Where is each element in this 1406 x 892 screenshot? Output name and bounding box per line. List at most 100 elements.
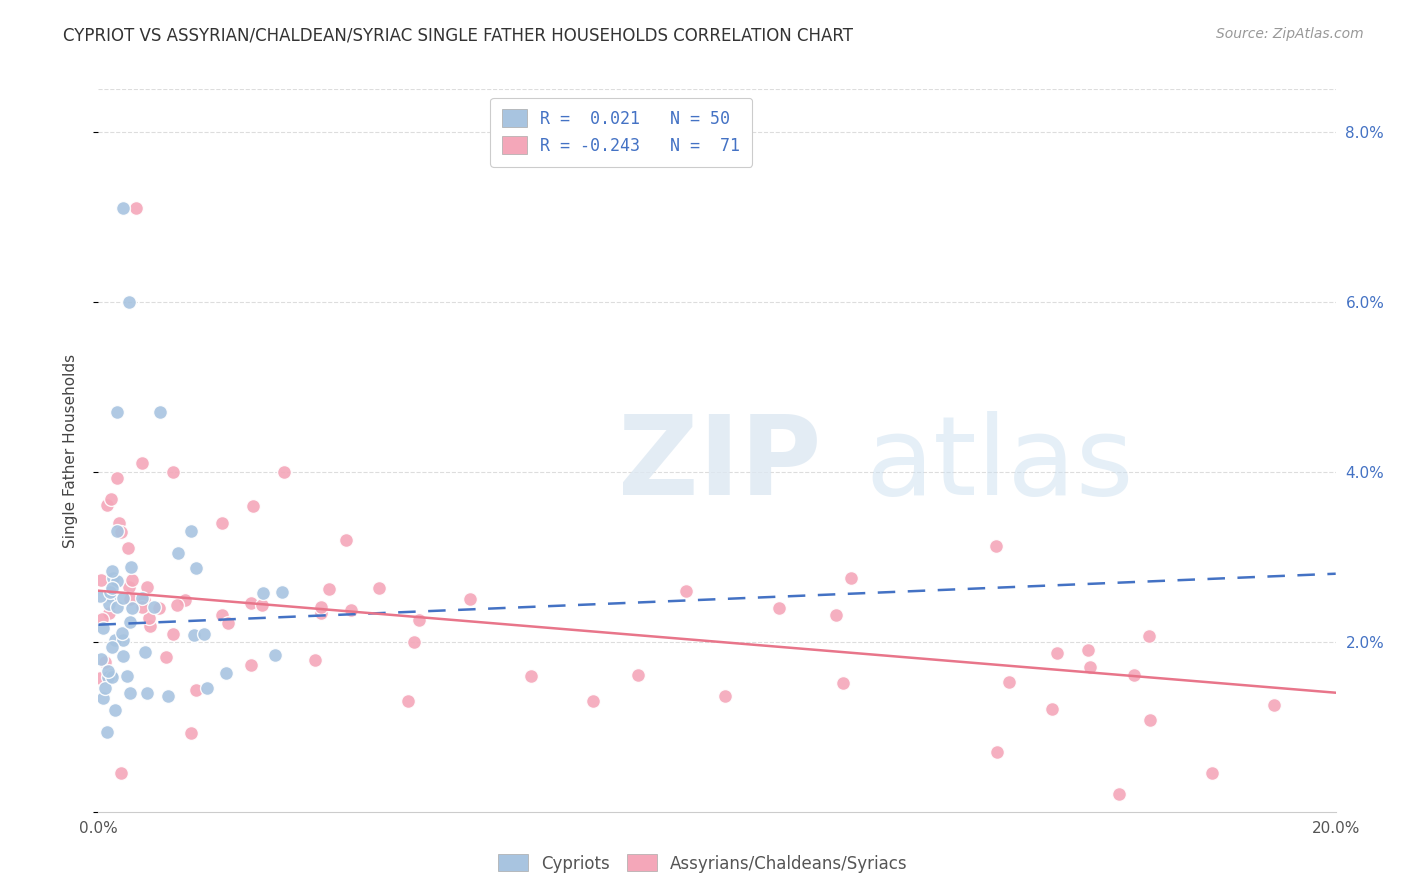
Point bbox=[1040, 702, 1063, 716]
Point bbox=[1078, 660, 1101, 674]
Point bbox=[166, 599, 188, 613]
Point bbox=[105, 405, 128, 419]
Point bbox=[839, 570, 862, 584]
Point bbox=[193, 627, 215, 641]
Point bbox=[186, 560, 208, 574]
Point bbox=[93, 621, 115, 635]
Point bbox=[115, 668, 138, 682]
Point bbox=[120, 560, 142, 574]
Point bbox=[131, 600, 153, 615]
Point bbox=[1108, 787, 1130, 801]
Point bbox=[97, 664, 120, 678]
Point bbox=[180, 726, 202, 740]
Point bbox=[111, 626, 134, 640]
Point bbox=[136, 580, 159, 594]
Point bbox=[105, 600, 128, 615]
Point bbox=[408, 613, 430, 627]
Point bbox=[105, 524, 128, 539]
Text: atlas: atlas bbox=[866, 411, 1135, 518]
Point bbox=[104, 703, 127, 717]
Y-axis label: Single Father Households: Single Father Households bbox=[63, 353, 77, 548]
Point bbox=[100, 667, 122, 681]
Point bbox=[96, 725, 118, 739]
Point bbox=[340, 603, 363, 617]
Point bbox=[149, 405, 172, 419]
Point bbox=[117, 541, 139, 555]
Point bbox=[97, 597, 120, 611]
Point bbox=[101, 670, 124, 684]
Point bbox=[239, 657, 262, 672]
Point bbox=[1137, 629, 1160, 643]
Point bbox=[110, 524, 132, 539]
Point bbox=[89, 589, 111, 603]
Point bbox=[167, 546, 190, 560]
Point bbox=[142, 600, 165, 615]
Point bbox=[1201, 765, 1223, 780]
Point bbox=[94, 655, 117, 669]
Point bbox=[120, 615, 142, 629]
Point bbox=[242, 499, 264, 513]
Point bbox=[112, 648, 135, 663]
Point bbox=[155, 649, 177, 664]
Point bbox=[118, 294, 141, 309]
Point bbox=[264, 648, 287, 662]
Legend: R =  0.021   N = 50, R = -0.243   N =  71: R = 0.021 N = 50, R = -0.243 N = 71 bbox=[491, 97, 752, 167]
Point bbox=[112, 632, 135, 647]
Point bbox=[367, 581, 389, 595]
Point bbox=[101, 582, 124, 596]
Point bbox=[148, 601, 170, 615]
Point bbox=[108, 516, 131, 530]
Point bbox=[675, 583, 697, 598]
Point bbox=[91, 691, 114, 706]
Point bbox=[215, 665, 238, 680]
Point bbox=[110, 766, 132, 780]
Point bbox=[138, 611, 160, 625]
Point bbox=[211, 608, 233, 623]
Point bbox=[252, 598, 274, 612]
Point bbox=[1122, 668, 1144, 682]
Point bbox=[184, 682, 207, 697]
Point bbox=[100, 492, 122, 507]
Point bbox=[139, 619, 162, 633]
Point bbox=[98, 606, 121, 620]
Text: CYPRIOT VS ASSYRIAN/CHALDEAN/SYRIAC SINGLE FATHER HOUSEHOLDS CORRELATION CHART: CYPRIOT VS ASSYRIAN/CHALDEAN/SYRIAC SING… bbox=[63, 27, 853, 45]
Point bbox=[318, 582, 340, 596]
Point bbox=[180, 524, 202, 539]
Point bbox=[105, 574, 128, 589]
Point bbox=[89, 671, 111, 685]
Point bbox=[96, 498, 118, 512]
Point bbox=[832, 676, 855, 690]
Point bbox=[273, 465, 295, 479]
Point bbox=[118, 591, 141, 606]
Point bbox=[136, 686, 159, 700]
Point bbox=[270, 584, 292, 599]
Point bbox=[183, 628, 205, 642]
Point bbox=[112, 201, 135, 215]
Point bbox=[124, 201, 146, 215]
Point bbox=[195, 681, 218, 695]
Point bbox=[131, 591, 153, 605]
Point bbox=[252, 586, 274, 600]
Point bbox=[335, 533, 357, 547]
Point bbox=[97, 670, 120, 684]
Point bbox=[173, 592, 195, 607]
Legend: Cypriots, Assyrians/Chaldeans/Syriacs: Cypriots, Assyrians/Chaldeans/Syriacs bbox=[492, 847, 914, 880]
Point bbox=[112, 591, 135, 605]
Point bbox=[1139, 714, 1161, 728]
Point bbox=[458, 592, 481, 607]
Point bbox=[714, 689, 737, 703]
Point bbox=[404, 635, 426, 649]
Point bbox=[104, 633, 127, 648]
Point bbox=[94, 681, 117, 696]
Point bbox=[162, 627, 184, 641]
Point bbox=[101, 571, 124, 585]
Point bbox=[90, 573, 112, 587]
Point bbox=[309, 606, 332, 620]
Point bbox=[121, 601, 143, 615]
Point bbox=[1046, 646, 1069, 660]
Point bbox=[101, 564, 124, 578]
Point bbox=[134, 592, 156, 607]
Point bbox=[824, 607, 846, 622]
Point bbox=[211, 516, 233, 530]
Point bbox=[1077, 643, 1099, 657]
